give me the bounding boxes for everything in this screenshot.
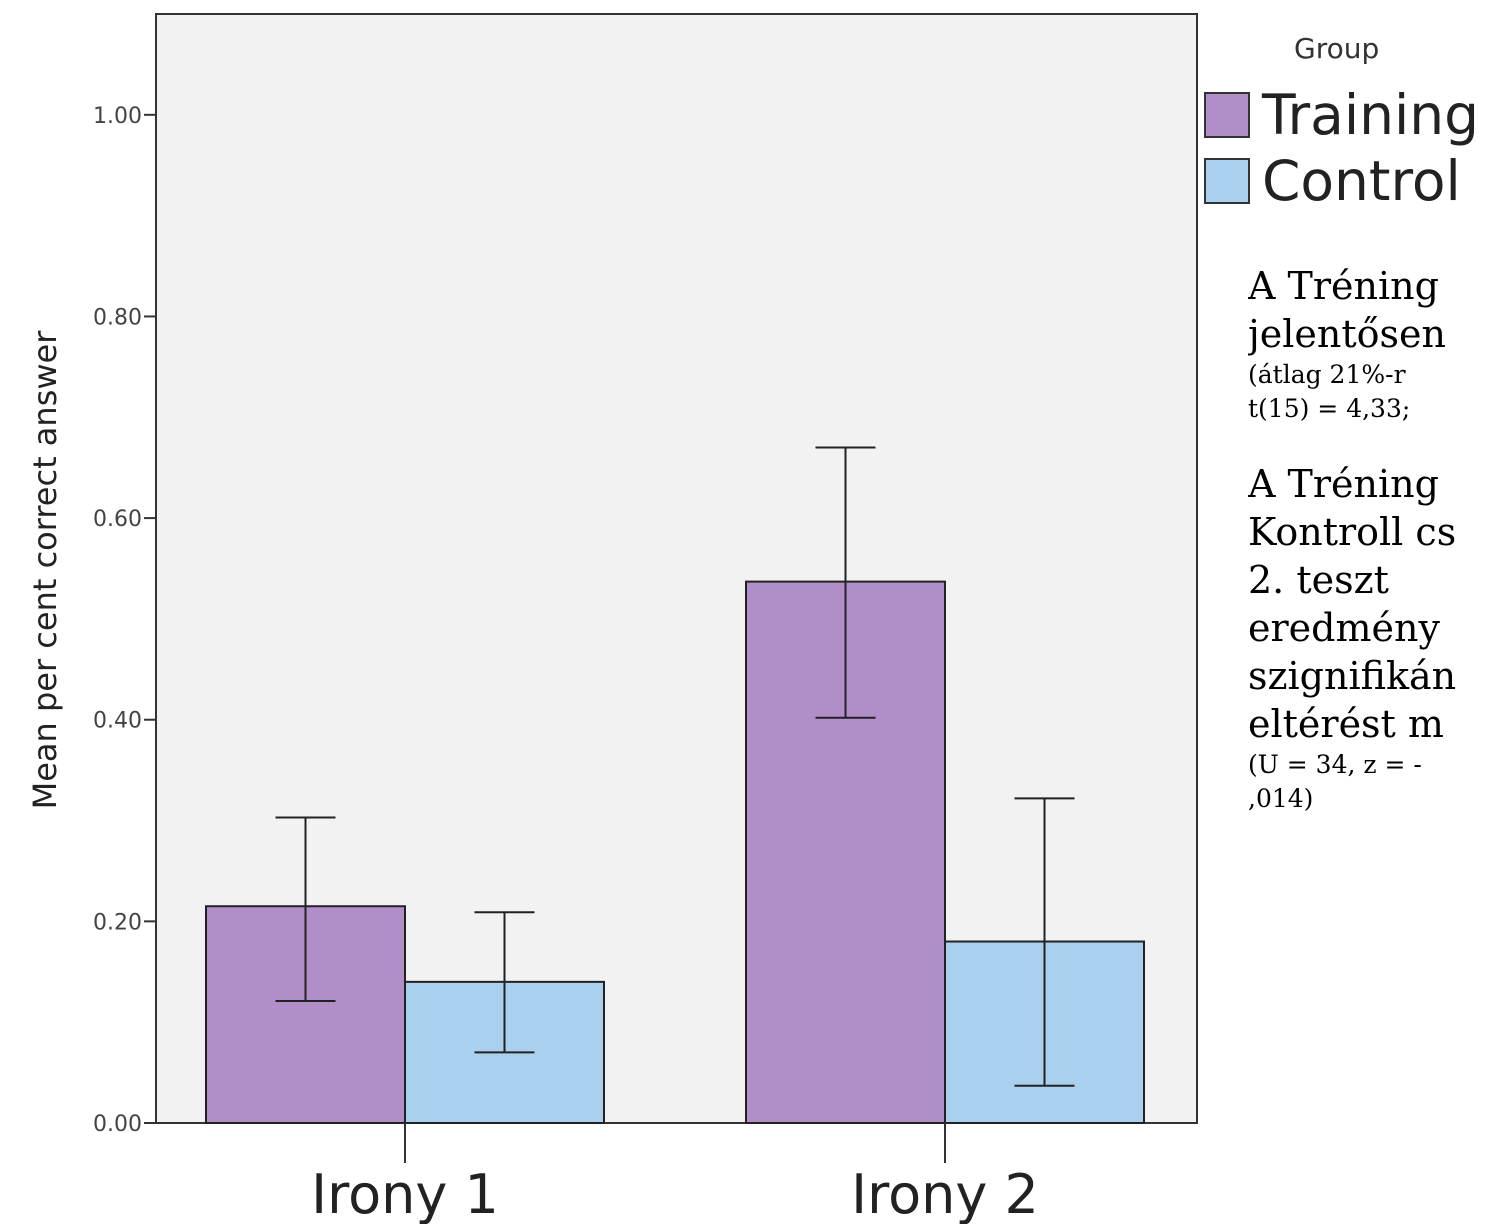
side-text-line: t(15) = 4,33;: [1248, 394, 1411, 423]
y-tick-label: 0.20: [93, 910, 142, 935]
bars: [205, 580, 1145, 1125]
x-tick-label: Irony 1: [311, 1163, 499, 1224]
y-tick-label: 0.60: [93, 507, 142, 532]
error-bars: [275, 446, 1075, 1087]
legend-title: Group: [1294, 32, 1380, 65]
side-text-line: szignifikán: [1248, 654, 1457, 698]
legend-swatch-control: [1204, 158, 1250, 204]
side-text-line: jelentősen: [1248, 312, 1446, 356]
error-bar-training-2: [815, 446, 876, 719]
side-text-line: (átlag 21%-r: [1248, 360, 1406, 389]
error-bar-control-1: [474, 911, 535, 1054]
side-text-line: eredmény: [1248, 606, 1440, 650]
y-tick-label: 0.40: [93, 709, 142, 734]
side-text-line: A Tréning: [1248, 462, 1439, 506]
legend-label-training: Training: [1262, 82, 1480, 147]
side-text-line: 2. teszt: [1248, 558, 1389, 602]
side-text-line: eltérést m: [1248, 702, 1444, 746]
side-text-line: ,014): [1248, 784, 1314, 813]
side-annotation-text: A Tréning jelentősen (átlag 21%-r t(15) = 4…: [1248, 262, 1486, 816]
legend-item-control: Control: [1204, 152, 1461, 210]
x-axis: Irony 1 Irony 2: [311, 1123, 1039, 1224]
y-tick-label: 1.00: [93, 104, 142, 129]
side-text-line: (U = 34, z = -: [1248, 750, 1422, 779]
legend-swatch-training: [1204, 92, 1250, 138]
error-bar-training-1: [275, 816, 336, 1003]
y-tick-label: 0.00: [93, 1112, 142, 1137]
y-axis: 0.00 0.20 0.40 0.60 0.80 1.00: [93, 104, 156, 1137]
legend-item-training: Training: [1204, 86, 1479, 144]
y-axis-label: Mean per cent correct answer: [26, 330, 64, 810]
x-tick-label: Irony 2: [851, 1163, 1039, 1224]
legend-label-control: Control: [1262, 148, 1461, 213]
side-text-line: A Tréning: [1248, 264, 1439, 308]
error-bar-control-2: [1014, 797, 1075, 1087]
y-tick-label: 0.80: [93, 305, 142, 330]
side-text-line: Kontroll cs: [1248, 510, 1457, 554]
side-text-gap: [1248, 426, 1486, 460]
